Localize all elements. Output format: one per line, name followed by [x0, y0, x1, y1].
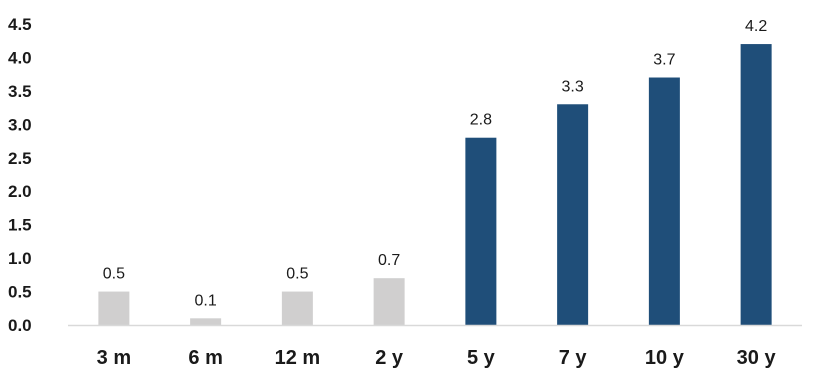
x-tick-label: 10 y	[645, 347, 685, 369]
y-tick-label: 1.5	[8, 216, 32, 235]
x-tick-label: 3 m	[97, 347, 131, 369]
y-tick-label: 0.5	[8, 283, 32, 302]
bar-6m	[190, 318, 222, 325]
bar-30y	[740, 44, 772, 326]
bar-5y	[465, 137, 497, 325]
y-tick-label: 0.0	[8, 316, 32, 335]
y-tick-label: 3.0	[8, 115, 32, 134]
x-tick-label: 30 y	[737, 347, 777, 369]
x-tick-label: 12 m	[275, 347, 321, 369]
x-axis: 3 m 6 m 12 m 2 y 5 y 7 y 10 y 30 y	[97, 347, 777, 369]
bar-2y	[373, 278, 405, 325]
y-tick-label: 4.0	[8, 48, 32, 67]
bar-3m	[98, 291, 130, 325]
y-tick-label: 2.0	[8, 182, 32, 201]
data-label: 2.8	[470, 112, 492, 129]
x-tick-label: 6 m	[188, 347, 222, 369]
data-label: 0.7	[378, 252, 400, 269]
x-tick-label: 5 y	[467, 347, 496, 369]
y-tick-label: 3.5	[8, 82, 32, 101]
x-tick-label: 2 y	[375, 347, 404, 369]
bars	[98, 44, 772, 326]
data-label: 0.5	[103, 266, 125, 283]
y-tick-label: 2.5	[8, 149, 32, 168]
data-labels: 0.5 0.1 0.5 0.7 2.8 3.3 3.7 4.2	[103, 18, 768, 309]
y-tick-label: 4.5	[8, 15, 32, 34]
data-label: 0.1	[195, 292, 217, 309]
y-tick-label: 1.0	[8, 249, 32, 268]
bar-12m	[281, 291, 313, 325]
bar-10y	[648, 77, 680, 325]
data-label: 3.7	[653, 52, 675, 69]
data-label: 4.2	[745, 18, 767, 35]
x-tick-label: 7 y	[559, 347, 588, 369]
bar-7y	[557, 104, 589, 326]
data-label: 3.3	[562, 78, 584, 95]
y-axis: 0.0 0.5 1.0 1.5 2.0 2.5 3.0 3.5 4.0 4.5	[8, 15, 32, 335]
data-label: 0.5	[286, 266, 308, 283]
